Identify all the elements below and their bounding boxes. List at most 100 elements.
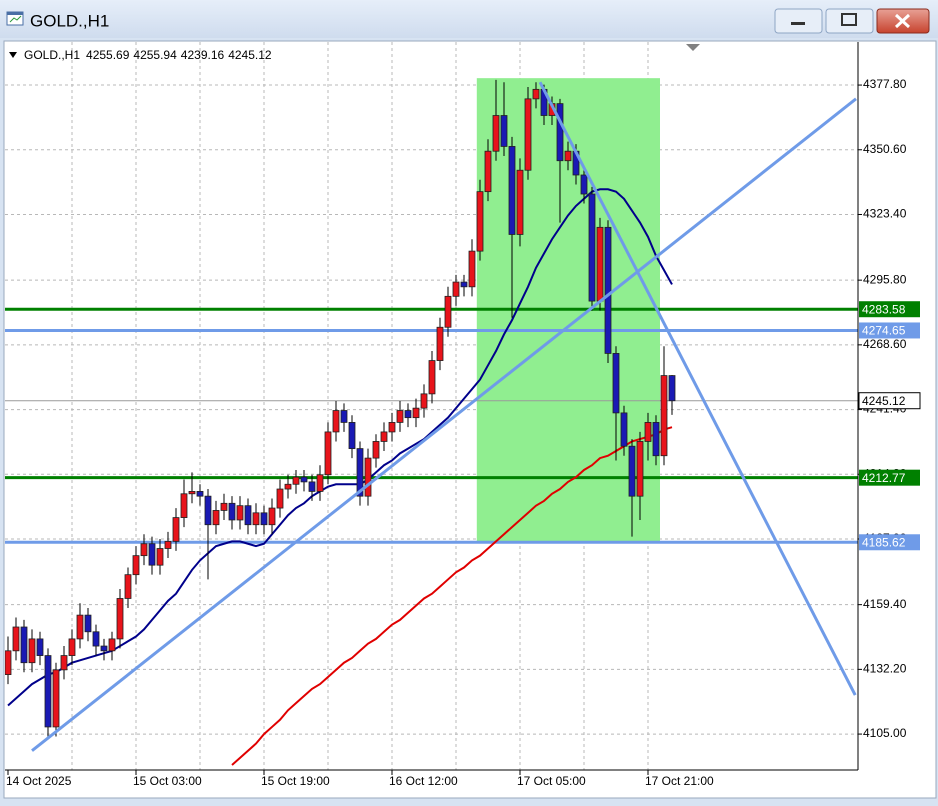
x-tick-label: 17 Oct 21:00	[645, 774, 714, 788]
candle-body	[284, 483, 292, 490]
candle-body	[52, 669, 60, 728]
candle-body	[316, 474, 324, 492]
window-icon	[6, 11, 24, 26]
candle-body	[380, 431, 388, 442]
candle-body	[172, 517, 180, 542]
candle-body	[252, 512, 260, 526]
candle-body	[68, 638, 76, 656]
candle-body	[148, 543, 156, 566]
last-close: 4245.12	[228, 48, 272, 62]
y-tick-label: 4295.80	[863, 272, 907, 286]
candle-body	[412, 407, 420, 419]
candle-body	[588, 193, 596, 302]
candle-body	[124, 574, 132, 599]
candle-body	[76, 614, 84, 640]
candle-body	[324, 431, 332, 476]
candle-body	[332, 410, 340, 433]
trendline	[538, 81, 857, 696]
candle-body	[644, 422, 652, 442]
candle-body	[92, 631, 100, 647]
moving-average	[231, 426, 673, 766]
candle-body	[20, 626, 28, 664]
candle-body	[612, 353, 620, 414]
candle-body	[44, 655, 52, 728]
candle-body	[300, 476, 308, 483]
level-label-box	[859, 534, 920, 551]
candle-body	[500, 115, 508, 147]
candle-body	[636, 441, 644, 497]
x-tick-label: 14 Oct 2025	[6, 774, 72, 788]
x-tick-label: 15 Oct 03:00	[133, 774, 202, 788]
candle-body	[604, 226, 612, 354]
plot-area	[5, 42, 858, 770]
candle-body	[516, 169, 524, 235]
candle-body	[268, 507, 276, 526]
level-label: 4185.62	[862, 535, 906, 549]
minimize-button[interactable]	[774, 8, 823, 34]
candle-body	[276, 488, 284, 509]
price-label-box	[858, 392, 921, 410]
candle-body	[404, 410, 412, 419]
candle-body	[388, 422, 396, 433]
candle-body	[140, 543, 148, 557]
level-label: 4274.65	[862, 324, 906, 338]
candle-body	[428, 360, 436, 395]
candle-body	[596, 226, 604, 302]
candle-body	[308, 481, 316, 492]
x-tick-label: 16 Oct 12:00	[389, 774, 458, 788]
trendline	[31, 97, 857, 752]
candle-body	[164, 540, 172, 549]
chart-header: GOLD.,H1 4255.69 4255.94 4239.16 4245.12	[24, 48, 272, 62]
candle-body	[444, 295, 452, 328]
candle-body	[532, 88, 540, 100]
candle-body	[364, 457, 372, 497]
chart-panel	[3, 40, 937, 799]
candle-body	[340, 410, 348, 423]
candle-body	[620, 412, 628, 447]
chart: 4377.804350.604323.404295.804268.604241.…	[5, 42, 921, 788]
candle-body	[556, 103, 564, 162]
last-open: 4255.69	[86, 48, 130, 62]
shift-marker	[686, 44, 700, 51]
level-label: 4212.77	[862, 471, 906, 485]
candle-body	[452, 281, 460, 297]
level-label-box	[859, 301, 920, 318]
candle-body	[60, 655, 68, 671]
candle-body	[564, 150, 572, 162]
close-button[interactable]	[876, 8, 930, 34]
candle-body	[220, 502, 228, 511]
y-tick-label: 4159.40	[863, 597, 907, 611]
candle-body	[508, 146, 516, 235]
candle-body	[524, 98, 532, 171]
candle-body	[36, 638, 44, 656]
x-tick-label: 17 Oct 05:00	[517, 774, 586, 788]
candle-body	[668, 375, 676, 402]
candle-body	[100, 645, 108, 652]
candle-body	[12, 626, 20, 652]
level-label: 4283.58	[862, 302, 906, 316]
candle-body	[292, 476, 300, 485]
y-tick-label: 4350.60	[863, 142, 907, 156]
candle-body	[460, 281, 468, 288]
level-label-box	[859, 469, 920, 486]
y-tick-label: 4268.60	[863, 337, 907, 351]
candle-body	[356, 448, 364, 497]
candle-body	[116, 598, 124, 640]
candle-body	[180, 493, 188, 518]
candle-body	[652, 422, 660, 457]
y-tick-label: 4323.40	[863, 207, 907, 221]
candle-body	[204, 495, 212, 526]
candle-body	[580, 174, 588, 195]
candle-body	[212, 510, 220, 526]
price-label: 4245.12	[862, 394, 906, 408]
candle-body	[628, 445, 636, 497]
candle-body	[420, 393, 428, 409]
candle-body	[108, 638, 116, 652]
y-tick-label: 4132.20	[863, 662, 907, 676]
menu-arrow[interactable]	[9, 52, 17, 58]
axes: 4377.804350.604323.404295.804268.604241.…	[5, 42, 921, 788]
candle-body	[28, 638, 36, 664]
maximize-button[interactable]	[825, 8, 874, 34]
candle-body	[236, 505, 244, 521]
